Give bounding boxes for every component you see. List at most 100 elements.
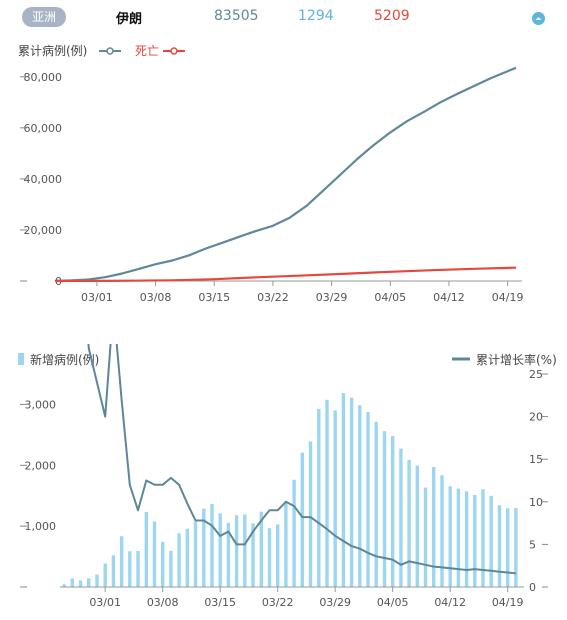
- daily-bar: [399, 448, 403, 587]
- daily-bar: [243, 514, 247, 587]
- x-tick-label: 03/15: [198, 291, 230, 304]
- daily-bar: [300, 452, 304, 587]
- daily-bar: [325, 399, 329, 587]
- daily-bar: [506, 508, 510, 587]
- daily-bar: [210, 503, 214, 587]
- daily-bar: [374, 421, 378, 587]
- daily-bar: [78, 580, 83, 587]
- daily-bar: [423, 487, 428, 587]
- daily-bar: [259, 511, 263, 587]
- legend-cumulative-label: 累计病例(例): [18, 43, 87, 58]
- daily-bar: [144, 511, 148, 587]
- x-tick-label: 03/22: [257, 291, 289, 304]
- x-tick-label: 03/08: [140, 291, 172, 304]
- daily-bar: [284, 501, 288, 587]
- daily-bar: [349, 397, 354, 587]
- x-tick-label: 03/29: [316, 291, 348, 304]
- daily-bar: [177, 533, 181, 587]
- y-right-tick-label: 5: [529, 538, 536, 551]
- daily-bar: [103, 563, 107, 587]
- daily-bar: [169, 550, 173, 587]
- y-right-tick-label: 15: [529, 453, 543, 466]
- daily-bar: [128, 551, 132, 587]
- recovered-count: 1294: [298, 8, 334, 24]
- legend-death-marker: [170, 47, 178, 55]
- daily-bar: [464, 491, 469, 587]
- collapse-button[interactable]: [532, 12, 545, 25]
- daily-bar: [407, 459, 411, 587]
- x-tick-label: 03/22: [262, 596, 294, 609]
- daily-bar: [366, 412, 370, 587]
- header-bar: 亚洲 伊朗 83505 1294 5209: [0, 0, 567, 34]
- x-tick-label: 03/01: [89, 596, 121, 609]
- daily-bar: [276, 524, 280, 587]
- daily-bar: [358, 405, 362, 587]
- legend-daily-swatch: [18, 353, 24, 365]
- x-tick-label: 03/29: [319, 596, 351, 609]
- daily-bar: [87, 578, 91, 587]
- daily-cases-chart: 新增病例(例) 累计增长率(%) 3,000 2,000 1,000 25 20 15 10 5 0…: [18, 344, 557, 609]
- y-right-tick-label: 10: [529, 496, 543, 509]
- x-tick-label: 04/12: [434, 596, 466, 609]
- daily-bar: [152, 521, 157, 587]
- daily-bar: [333, 410, 337, 587]
- daily-bar: [415, 465, 419, 587]
- daily-bar: [226, 522, 231, 587]
- x-tick-label: 03/15: [204, 596, 236, 609]
- daily-bar: [202, 508, 206, 587]
- growth-rate-line: [87, 344, 517, 575]
- daily-bar: [119, 536, 124, 587]
- region-tag[interactable]: 亚洲: [22, 7, 66, 27]
- daily-bar: [70, 578, 74, 587]
- daily-bar: [185, 528, 189, 587]
- daily-bar: [136, 551, 140, 587]
- legend-cumulative-marker: [106, 47, 114, 55]
- daily-bar: [440, 475, 444, 587]
- x-tick-label: 03/08: [147, 596, 179, 609]
- daily-bar: [234, 515, 239, 587]
- daily-bar: [267, 528, 272, 587]
- daily-bar: [161, 541, 165, 587]
- y-left-tick-label: 2,000: [25, 459, 57, 472]
- x-tick-label: 04/19: [492, 596, 524, 609]
- daily-bar: [218, 513, 222, 587]
- daily-bar: [489, 495, 493, 587]
- daily-bar: [251, 523, 255, 587]
- daily-bar: [308, 441, 313, 587]
- y-right-tick-label: 0: [529, 581, 536, 594]
- deaths-line: [54, 266, 517, 283]
- x-tick-label: 04/05: [377, 596, 409, 609]
- daily-bar: [456, 488, 461, 587]
- y-tick-label: 60,000: [24, 122, 63, 135]
- x-tick-label: 04/05: [374, 291, 406, 304]
- x-tick-label: 03/01: [81, 291, 113, 304]
- daily-bar: [382, 431, 387, 587]
- y-right-tick-label: 20: [529, 411, 543, 424]
- daily-bar: [62, 584, 66, 587]
- daily-bar: [111, 555, 116, 587]
- chevron-up-icon: [535, 17, 542, 20]
- legend-daily-label: 新增病例(例): [30, 352, 99, 367]
- y-tick-label: 20,000: [24, 224, 63, 237]
- daily-bar: [497, 505, 502, 587]
- legend-rate-label: 累计增长率(%): [476, 352, 557, 367]
- y-left-tick-label: 1,000: [25, 520, 57, 533]
- y-tick-label: 40,000: [24, 173, 63, 186]
- confirmed-count: 83505: [214, 8, 259, 24]
- death-count: 5209: [374, 8, 410, 24]
- daily-bar: [473, 495, 477, 587]
- x-tick-label: 04/12: [433, 291, 465, 304]
- country-name: 伊朗: [116, 12, 143, 27]
- daily-bar: [95, 574, 99, 587]
- daily-bar: [317, 408, 321, 587]
- legend-death-label: 死亡: [135, 44, 159, 58]
- x-tick-label: 04/19: [492, 291, 524, 304]
- daily-bar: [391, 435, 395, 587]
- daily-bar: [432, 467, 436, 587]
- daily-bar: [448, 486, 452, 587]
- cumulative-cases-line: [54, 66, 517, 282]
- y-right-tick-label: 25: [529, 368, 543, 381]
- cumulative-cases-chart: 累计病例(例)死亡80,00060,00040,00020,000003/010…: [18, 43, 524, 304]
- daily-bar: [341, 393, 346, 587]
- daily-bar: [193, 521, 198, 587]
